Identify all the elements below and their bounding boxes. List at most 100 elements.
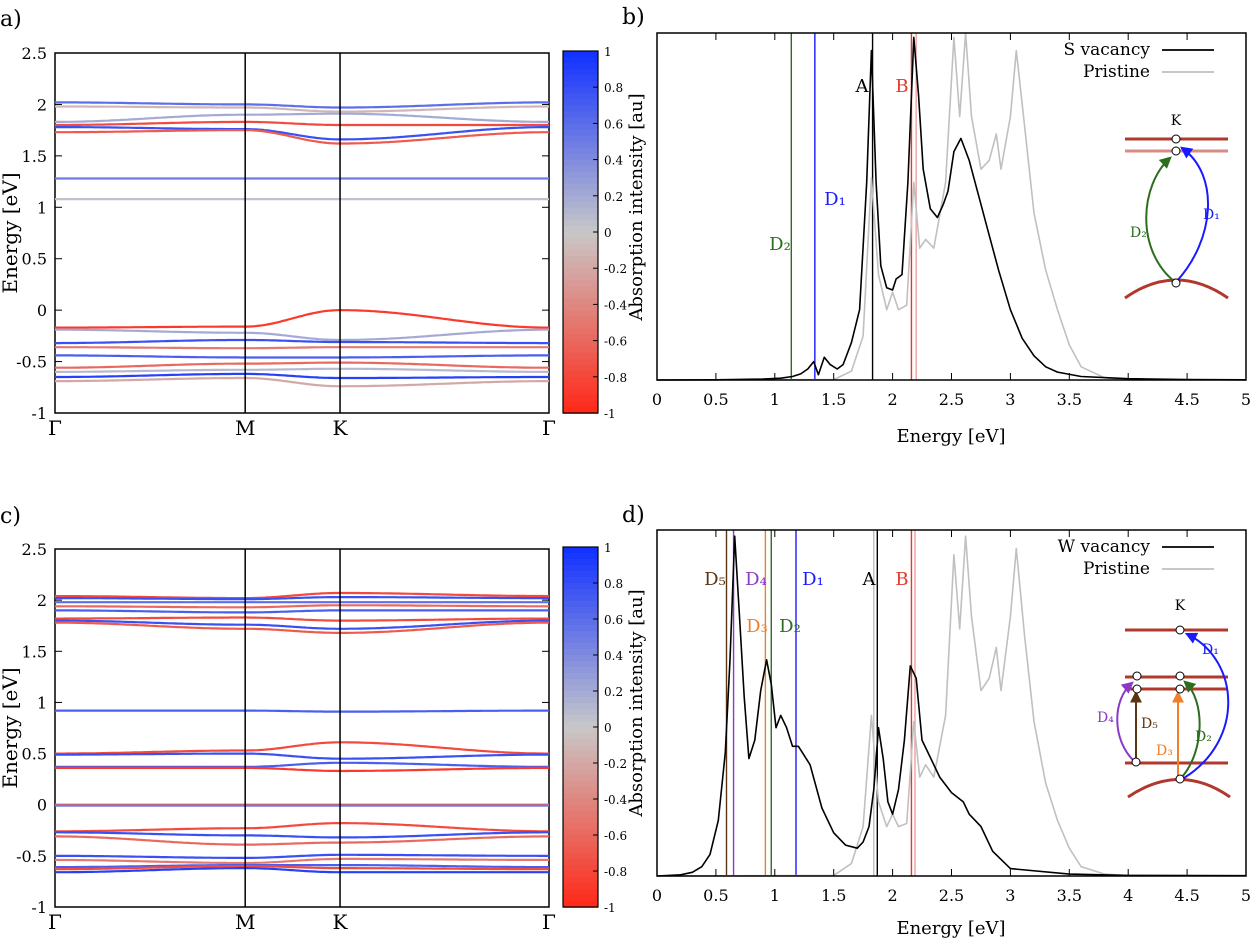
transition-label: D₁ xyxy=(1202,642,1219,658)
colorbar-swatch xyxy=(563,244,598,251)
transition-label: A xyxy=(855,76,870,97)
colorbar-swatch xyxy=(563,889,598,896)
y-axis-label: Absorption intensity [au] xyxy=(626,589,647,817)
colorbar-swatch xyxy=(563,877,598,884)
transition-label: D₅ xyxy=(1141,716,1158,732)
colorbar-swatch xyxy=(563,111,598,119)
y-tick-label: 1.5 xyxy=(22,642,47,661)
y-tick-label: 0 xyxy=(37,301,47,320)
transition-label: D₁ xyxy=(824,189,846,210)
panel-d: d) 0 0.5 1 1.5 2 2.5 3 3.5 4 4.5 5 Energy [eV] Abs… xyxy=(622,503,1251,939)
colorbar-swatch xyxy=(563,637,598,644)
colorbar-swatch xyxy=(563,298,598,306)
colorbar-swatch xyxy=(563,75,598,82)
colorbar-swatch xyxy=(563,685,598,692)
colorbar-swatch xyxy=(563,334,598,342)
colorbar-swatch xyxy=(563,322,598,330)
colorbar-swatch xyxy=(563,310,598,318)
colorbar-swatch xyxy=(563,81,598,88)
colorbar-swatch xyxy=(563,129,598,137)
colorbar-swatch xyxy=(563,643,598,650)
colorbar-swatch xyxy=(563,619,598,626)
colorbar-swatch xyxy=(563,364,598,372)
x-axis-label: Energy [eV] xyxy=(896,426,1005,447)
colorbar-tick-label: -0.8 xyxy=(604,371,627,385)
colorbar-swatch xyxy=(563,171,598,179)
state-dot xyxy=(1171,146,1181,156)
colorbar-swatch xyxy=(563,751,598,758)
colorbar-swatch xyxy=(563,105,598,113)
band-line xyxy=(55,338,549,345)
band-line xyxy=(55,328,549,342)
colorbar-swatch xyxy=(563,165,598,173)
y-tick-label: -1 xyxy=(31,404,47,423)
y-axis-label: Absorption intensity [au] xyxy=(626,93,647,321)
colorbar-swatch xyxy=(563,352,598,360)
colorbar-swatch xyxy=(563,835,598,842)
colorbar-swatch xyxy=(563,715,598,722)
y-tick-label: 1.5 xyxy=(22,147,47,166)
y-tick-label: 1 xyxy=(37,693,47,712)
state-dot xyxy=(1171,278,1181,288)
colorbar-swatch xyxy=(563,757,598,764)
state-dot xyxy=(1175,774,1185,784)
colorbar-swatch xyxy=(563,316,598,324)
band-line xyxy=(55,831,549,839)
y-tick-label: 2 xyxy=(37,95,47,114)
colorbar-swatch xyxy=(563,189,598,197)
colorbar-swatch xyxy=(563,201,598,209)
colorbar-swatch xyxy=(563,232,598,239)
colorbar-swatch xyxy=(563,565,598,572)
colorbar-swatch xyxy=(563,328,598,336)
y-tick-label: 2.5 xyxy=(22,540,47,559)
colorbar-swatch xyxy=(563,225,598,233)
band-line xyxy=(55,616,549,622)
y-tick-label: -0.5 xyxy=(16,353,47,372)
k-point-label: Γ xyxy=(48,416,62,440)
k-point-label: M xyxy=(235,416,255,440)
colorbar-swatch xyxy=(563,262,598,269)
colorbar-tick-label: 0 xyxy=(604,721,612,735)
k-point-label: K xyxy=(333,416,349,440)
band-line xyxy=(55,761,549,768)
colorbar-swatch xyxy=(563,721,598,728)
colorbar-swatch xyxy=(563,370,598,378)
transition-label: D₃ xyxy=(746,616,768,637)
k-point-label: M xyxy=(235,910,255,934)
colorbar-swatch xyxy=(563,553,598,560)
transition-label: A xyxy=(862,569,877,590)
colorbar-tick-label: -0.8 xyxy=(604,865,627,879)
colorbar-tick-label: -0.4 xyxy=(604,793,628,807)
x-axis-label: Energy [eV] xyxy=(896,918,1005,939)
band-line xyxy=(55,101,549,109)
colorbar-swatch xyxy=(563,673,598,680)
x-tick-label: 0.5 xyxy=(703,390,728,409)
colorbar-swatch xyxy=(563,135,598,143)
colorbar-swatch xyxy=(563,292,598,300)
colorbar-swatch xyxy=(563,577,598,584)
colorbar-swatch xyxy=(563,147,598,155)
panel-a-label: a) xyxy=(0,7,22,32)
band-line xyxy=(55,309,549,329)
colorbar-swatch xyxy=(563,883,598,890)
colorbar-tick-label: 1 xyxy=(604,45,612,59)
x-tick-label: 3.5 xyxy=(1057,390,1082,409)
spectrum-curves xyxy=(656,32,1247,381)
transition-label: B xyxy=(895,569,908,590)
transition-label: D₁ xyxy=(802,569,824,590)
y-tick-label: -0.5 xyxy=(16,847,47,866)
band-line xyxy=(55,354,549,359)
x-tick-label: 3.5 xyxy=(1057,886,1082,905)
transition-diagram-inset: K D₂ D₁ xyxy=(1124,113,1229,300)
colorbar-swatch xyxy=(563,787,598,794)
x-tick-label: 1 xyxy=(770,390,780,409)
colorbar-swatch xyxy=(563,829,598,836)
colorbar-swatch xyxy=(563,117,598,125)
colorbar-swatch xyxy=(563,871,598,878)
colorbar-swatch xyxy=(563,811,598,818)
legend-label: Pristine xyxy=(1083,62,1150,82)
y-axis-label: Energy [eV] xyxy=(0,172,22,293)
band-line xyxy=(55,864,549,869)
colorbar-tick-label: -1 xyxy=(604,901,616,915)
